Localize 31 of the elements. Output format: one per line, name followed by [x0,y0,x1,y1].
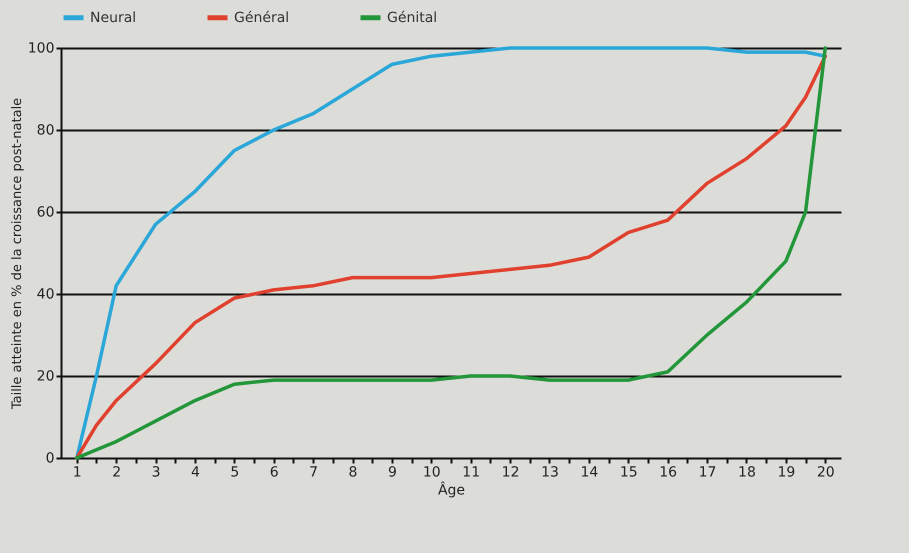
x-tick-label: 20 [816,464,835,480]
y-tick-label: 0 [46,450,54,466]
y-tick-label: 20 [36,368,54,384]
y-tick-label: 80 [36,122,54,138]
x-tick-label: 11 [462,464,480,480]
x-tick-label: 18 [738,464,756,480]
x-tick-label: 5 [230,464,240,480]
y-tick-label: 60 [36,204,54,220]
x-tick-label: 8 [348,464,358,480]
x-tick-label: 10 [422,464,441,480]
x-tick-label: 15 [620,464,638,480]
x-tick-label: 3 [152,464,161,480]
x-tick-label: 9 [388,464,397,480]
x-tick-label: 13 [541,464,559,480]
legend-label: Général [234,10,290,26]
x-tick-label: 1 [72,464,82,480]
x-tick-label: 14 [580,464,598,480]
x-tick-label: 17 [698,464,716,480]
x-tick-label: 16 [659,464,678,480]
x-tick-label: 4 [190,464,200,480]
x-axis-title: Âge [438,482,466,498]
legend-label: Neural [90,10,136,26]
x-tick-label: 19 [777,464,796,480]
x-tick-label: 2 [112,464,122,480]
x-tick-label: 7 [309,464,318,480]
legend-label: Génital [387,10,438,26]
y-tick-label: 40 [36,286,54,302]
y-tick-label: 100 [28,40,54,56]
x-tick-label: 6 [270,464,279,480]
y-axis-title: Taille atteinte en % de la croissance post-natale [10,98,25,410]
x-tick-label: 12 [502,464,520,480]
